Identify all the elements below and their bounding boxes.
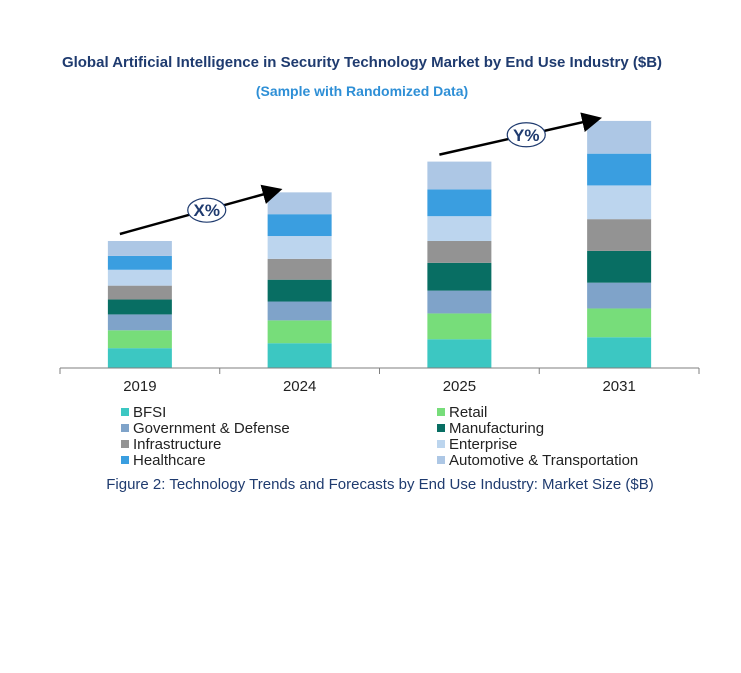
bar-segment-2031-7 (587, 153, 652, 186)
legend-label: Healthcare (133, 452, 206, 469)
bar-segment-2031-5 (587, 219, 652, 251)
bar-segment-2025-6 (427, 216, 492, 241)
growth-label: X% (194, 201, 220, 220)
bar-segment-2024-7 (267, 214, 332, 237)
legend-label: Manufacturing (449, 420, 544, 437)
x-tick-label-2025: 2025 (443, 378, 476, 395)
bar-segment-2031-8 (587, 120, 652, 154)
legend-swatch (437, 440, 445, 448)
legend-label: Government & Defense (133, 420, 290, 437)
bar-segment-2031-3 (587, 282, 652, 309)
bar-segment-2031-4 (587, 250, 652, 283)
bar-segment-2025-1 (427, 339, 492, 368)
bar-segment-2019-4 (107, 299, 172, 315)
bar-segment-2025-3 (427, 290, 492, 314)
annotations-group: X% Y% (119, 112, 603, 236)
bar-segment-2024-6 (267, 236, 332, 259)
bar-segment-2025-7 (427, 189, 492, 217)
legend-swatch (437, 408, 445, 416)
legend-label: Automotive & Transportation (449, 452, 638, 469)
growth-label: Y% (513, 126, 539, 145)
bar-segment-2019-6 (107, 269, 172, 286)
legend-swatch (121, 424, 129, 432)
bar-segment-2019-5 (107, 285, 172, 300)
legend-label: Retail (449, 404, 487, 421)
figure-caption: Figure 2: Technology Trends and Forecast… (106, 476, 653, 493)
bar-segment-2019-8 (107, 240, 172, 256)
bar-segment-2025-4 (427, 262, 492, 291)
legend-label: BFSI (133, 404, 166, 421)
x-tick-label-2031: 2031 (602, 378, 635, 395)
bar-segment-2024-8 (267, 192, 332, 215)
bar-segment-2031-1 (587, 337, 652, 368)
chart-title: Global Artificial Intelligence in Securi… (62, 54, 662, 71)
bar-segment-2024-2 (267, 320, 332, 344)
bar-segment-2031-2 (587, 308, 652, 338)
bar-segment-2024-1 (267, 343, 332, 368)
bar-segment-2025-8 (427, 161, 492, 190)
x-tick-label-2024: 2024 (283, 378, 316, 395)
chart-subtitle: (Sample with Randomized Data) (256, 83, 468, 99)
legend-label: Infrastructure (133, 436, 221, 453)
bar-segment-2025-2 (427, 313, 492, 340)
bar-segment-2024-5 (267, 258, 332, 280)
growth-bubble (506, 122, 546, 148)
bar-segment-2019-1 (107, 348, 172, 368)
x-ticks: 2019 2024 2025 2031 (59, 368, 700, 395)
bar-segment-2019-2 (107, 330, 172, 349)
legend-swatch (121, 456, 129, 464)
legend-label: Enterprise (449, 436, 517, 453)
legend-swatch (437, 456, 445, 464)
legend-swatch (437, 424, 445, 432)
bar-segment-2024-3 (267, 301, 332, 321)
x-tick-label-2019: 2019 (123, 378, 156, 395)
bar-segment-2031-6 (587, 185, 652, 220)
bar-segment-2024-4 (267, 279, 332, 302)
legend-swatch (121, 408, 129, 416)
legend-swatch (121, 440, 129, 448)
bar-segment-2019-3 (107, 314, 172, 331)
legend: BFSI Retail Government & Defense Manufactur… (121, 404, 638, 469)
bars-group (107, 120, 652, 368)
bar-segment-2019-7 (107, 255, 172, 270)
growth-bubble (187, 197, 227, 223)
bar-segment-2025-5 (427, 240, 492, 263)
